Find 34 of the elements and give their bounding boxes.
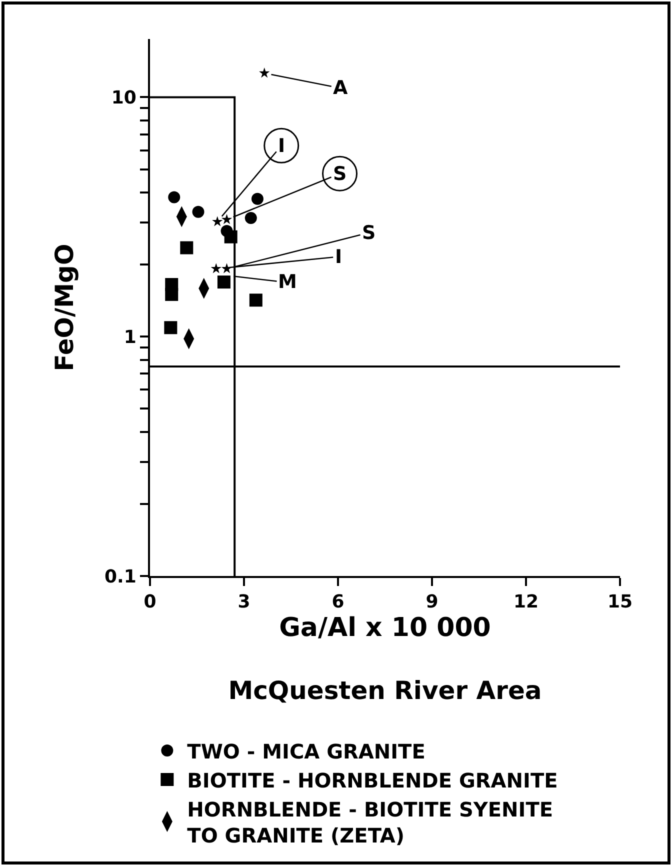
point	[168, 191, 180, 204]
annotation: I	[335, 246, 342, 268]
point	[165, 288, 178, 301]
point	[244, 212, 257, 224]
text: McQuesten River Area	[228, 676, 542, 705]
point	[259, 68, 270, 78]
annotation: M	[278, 271, 297, 293]
point	[249, 294, 262, 307]
point	[164, 321, 178, 334]
x-tick-label: 12	[513, 592, 539, 613]
y-tick-label: 0.1	[104, 566, 136, 588]
annotation: I	[278, 135, 286, 157]
point	[210, 263, 222, 274]
x-tick-label: 6	[332, 592, 344, 613]
legend-label: HORNBLENDE - BIOTITE SYENITE TO GRANITE (ZETA)	[187, 797, 554, 848]
annotation: S	[362, 222, 376, 244]
x-tick-label: 15	[607, 592, 633, 613]
x-tick-label: 9	[426, 592, 438, 613]
annotation: S	[333, 163, 347, 185]
y-tick-label: 10	[111, 87, 136, 108]
point	[192, 206, 204, 218]
x-axis-title: Ga/Al x 10 000	[279, 612, 491, 643]
point	[251, 192, 264, 205]
legend-label: BIOTITE - HORNBLENDE GRANITE	[187, 768, 558, 792]
y-tick-label: 1	[124, 326, 136, 348]
annotation: A	[333, 77, 348, 99]
point	[212, 216, 223, 226]
y-axis-title: FeO/MgO	[50, 244, 79, 372]
point	[180, 241, 194, 254]
point	[221, 214, 232, 224]
point	[217, 276, 230, 289]
legend-label: TWO - MICA GRANITE	[187, 739, 426, 764]
x-tick-label: 0	[144, 592, 156, 613]
x-tick-label: 3	[238, 592, 250, 613]
